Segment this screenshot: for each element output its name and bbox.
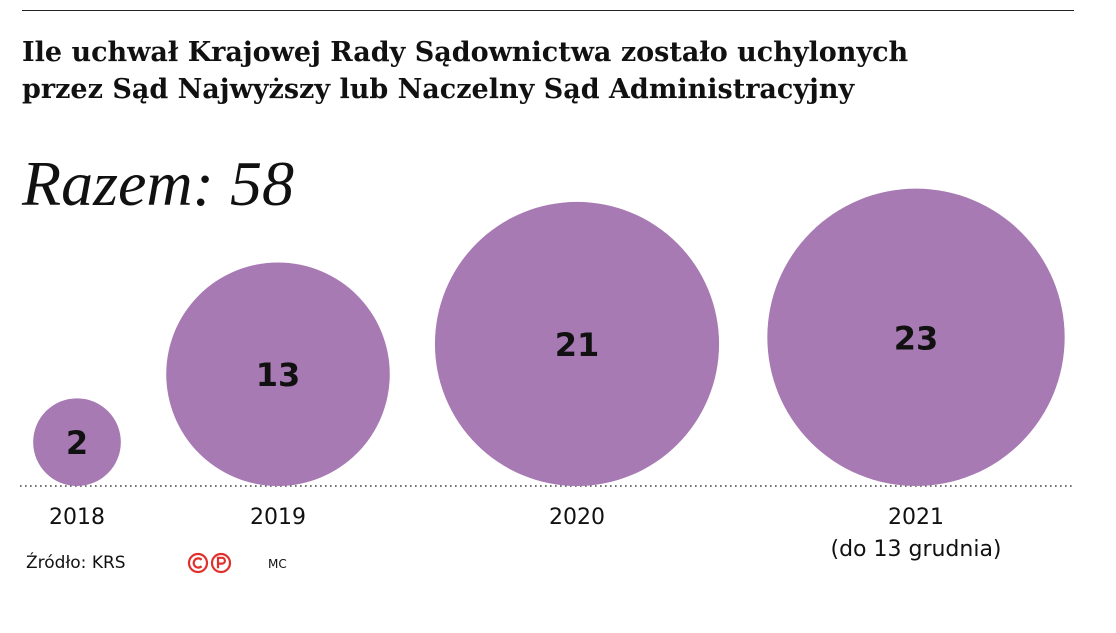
bubble-2021 [767, 188, 1065, 486]
value-label-2021: 23 [894, 319, 939, 357]
bubble-2018 [33, 398, 121, 487]
source-label: Źródło: KRS [26, 553, 126, 573]
chart-title: Ile uchwał Krajowej Rady Sądownictwa zos… [22, 34, 1092, 108]
chart-title-line-2: przez Sąd Najwyższy lub Naczelny Sąd Adm… [22, 74, 855, 105]
top-rule [22, 10, 1074, 11]
copyright-icons [187, 552, 232, 574]
category-label-2018: 2018 [49, 505, 105, 530]
category-label-2019: 2019 [250, 505, 306, 530]
value-label-2018: 2 [66, 424, 88, 462]
author-initials: MC [268, 557, 287, 571]
category-label-2021: 2021 [888, 505, 944, 530]
value-label-2020: 21 [555, 326, 600, 364]
total-label: Razem: 58 [22, 148, 294, 219]
copyright-icon [187, 552, 209, 574]
phonogram-icon [210, 552, 232, 574]
bubble-2020 [434, 201, 720, 486]
chart-title-line-1: Ile uchwał Krajowej Rady Sądownictwa zos… [22, 37, 909, 68]
bubble-2019 [166, 262, 390, 486]
category-sublabel-2021: (do 13 grudnia) [830, 537, 1001, 562]
category-label-2020: 2020 [549, 505, 605, 530]
value-label-2019: 13 [256, 356, 301, 394]
